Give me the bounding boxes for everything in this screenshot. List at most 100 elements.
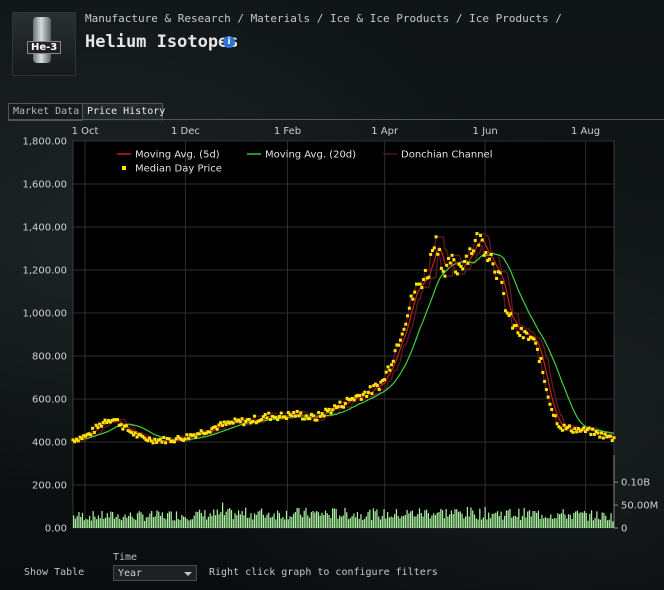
volume-bar <box>289 516 291 528</box>
volume-bar <box>316 510 318 528</box>
time-select[interactable]: Year <box>113 565 197 581</box>
median-point <box>564 427 568 431</box>
median-point <box>374 382 378 386</box>
median-point <box>576 426 580 430</box>
volume-bar <box>197 511 199 528</box>
median-point <box>546 395 550 399</box>
volume-bar <box>402 516 405 528</box>
median-point <box>445 263 449 267</box>
median-point <box>439 266 443 270</box>
median-point <box>393 349 397 353</box>
median-point <box>605 435 609 439</box>
median-point <box>404 322 408 326</box>
volume-bar <box>440 509 442 528</box>
median-point <box>496 270 500 274</box>
median-point <box>160 440 164 444</box>
median-point <box>414 282 418 286</box>
volume-bar <box>271 516 273 528</box>
median-point <box>245 418 249 422</box>
median-point <box>350 396 354 400</box>
volume-bar <box>218 514 220 528</box>
median-point <box>388 368 392 372</box>
volume-bar <box>214 515 217 528</box>
median-point <box>566 425 570 429</box>
median-point <box>107 419 111 423</box>
median-point <box>285 417 289 421</box>
median-point <box>167 437 171 441</box>
median-point <box>347 398 351 402</box>
y2-tick-label: 0.10B <box>621 478 650 489</box>
volume-bar <box>365 516 367 528</box>
median-point <box>123 424 127 428</box>
volume-bar <box>583 511 586 528</box>
volume-bar <box>551 518 554 528</box>
tab-market-data[interactable]: Market Data <box>8 103 86 121</box>
median-point <box>164 441 168 445</box>
volume-bar <box>592 520 594 528</box>
median-point <box>251 419 255 423</box>
volume-bar <box>268 512 270 528</box>
volume-bar <box>519 519 522 528</box>
volume-bar <box>488 512 490 528</box>
volume-bar <box>213 509 215 528</box>
show-table-button[interactable]: Show Table <box>24 567 85 578</box>
volume-bar <box>441 510 444 528</box>
median-point <box>340 405 344 409</box>
median-point <box>256 419 260 423</box>
volume-bar <box>291 516 293 528</box>
median-point <box>568 424 572 428</box>
median-point <box>180 437 184 441</box>
volume-bar <box>307 515 309 528</box>
median-point <box>201 431 205 435</box>
median-point <box>429 252 433 256</box>
volume-bar <box>413 516 415 528</box>
volume-bar <box>243 515 245 528</box>
volume-bar <box>434 515 437 528</box>
volume-bar <box>436 512 438 528</box>
x-tick-label: 1 Oct <box>72 126 99 137</box>
y-tick-label: 0.00 <box>45 524 67 535</box>
y-tick-label: 400.00 <box>32 438 67 449</box>
volume-bar <box>349 517 351 528</box>
volume-bar <box>335 509 337 528</box>
median-point <box>569 429 573 433</box>
median-point <box>557 425 561 429</box>
median-point <box>71 438 75 442</box>
median-point <box>279 411 283 415</box>
volume-bar <box>186 518 188 528</box>
volume-bar <box>452 514 454 528</box>
tab-price-history[interactable]: Price History <box>82 103 165 121</box>
item-icon: He-3 <box>12 12 76 76</box>
volume-bar <box>73 515 75 528</box>
volume-bar <box>81 513 84 528</box>
median-point <box>208 430 212 434</box>
volume-bar <box>410 511 412 528</box>
median-point <box>114 418 118 422</box>
median-point <box>263 412 267 416</box>
volume-bar <box>535 512 538 528</box>
median-point <box>516 331 520 335</box>
volume-bar <box>399 518 401 528</box>
median-point <box>519 326 523 330</box>
median-point <box>142 436 146 440</box>
volume-bar <box>523 508 525 528</box>
median-point <box>192 433 196 437</box>
volume-bar <box>496 511 499 528</box>
breadcrumb[interactable]: Manufacture & Research / Materials / Ice… <box>85 12 562 25</box>
median-point <box>292 411 296 415</box>
volume-bar <box>544 517 547 528</box>
median-point <box>562 423 566 427</box>
volume-bar <box>532 511 534 528</box>
median-point <box>610 439 614 443</box>
median-point <box>244 419 248 423</box>
volume-bar <box>610 513 612 528</box>
median-point <box>450 253 454 257</box>
volume-bar <box>275 519 277 528</box>
volume-bar <box>142 514 144 528</box>
info-icon[interactable]: i <box>223 36 235 48</box>
median-point <box>463 260 467 264</box>
median-point <box>89 433 93 437</box>
median-point <box>112 418 116 422</box>
volume-bar <box>339 515 341 528</box>
